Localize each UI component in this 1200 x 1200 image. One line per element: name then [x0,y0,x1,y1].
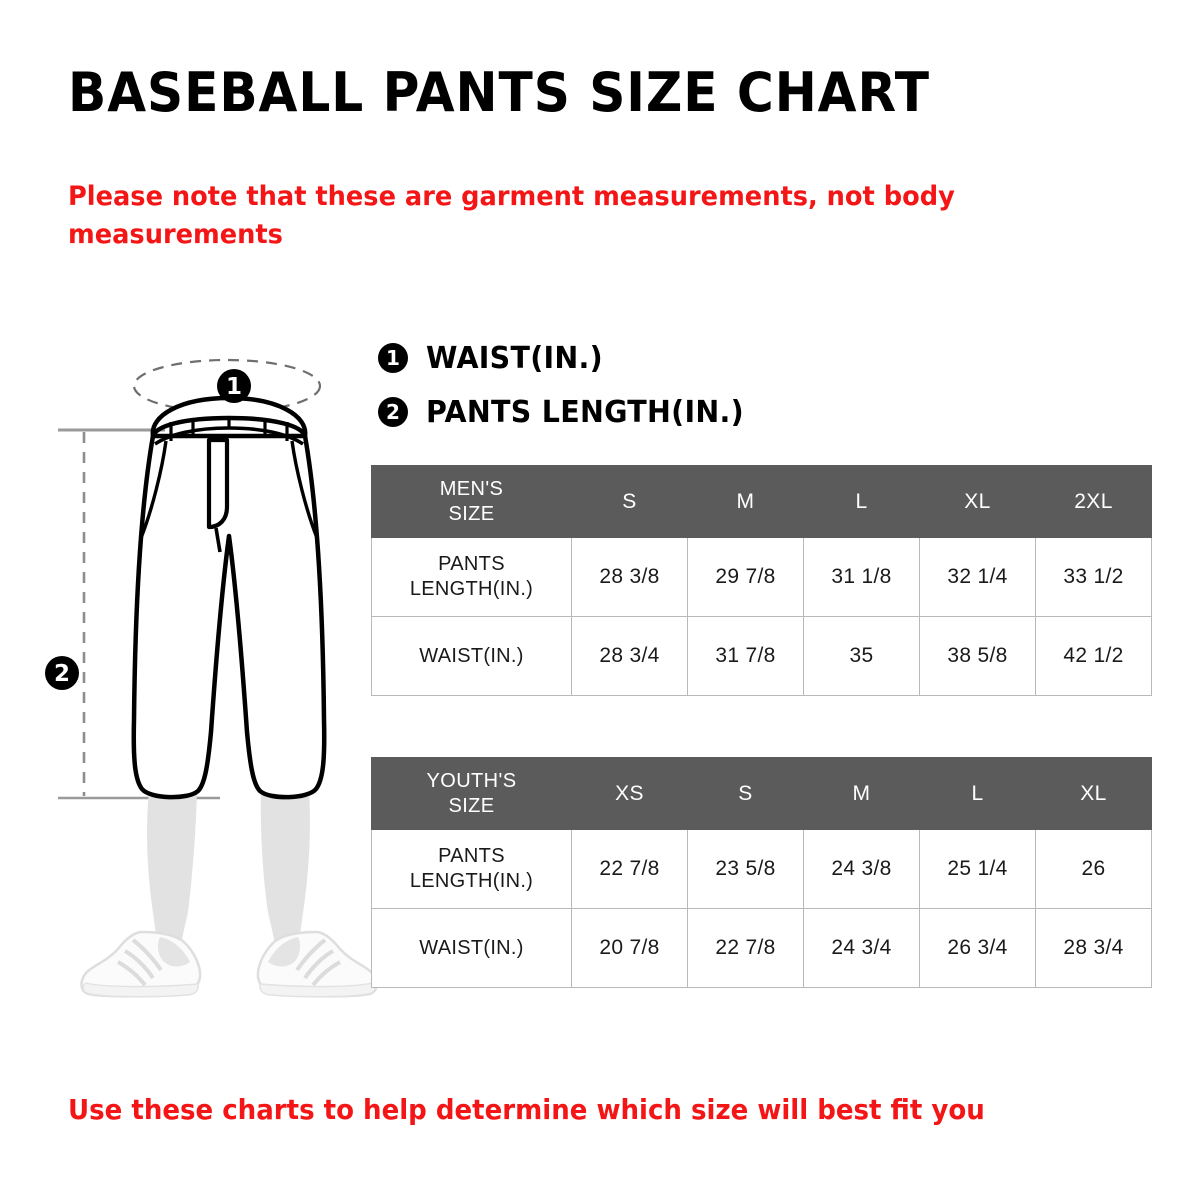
table-cell: 20 7/8 [571,908,688,988]
row-header-waist: WAIST(IN.) [371,616,572,696]
youths-size-header-line2: SIZE [448,794,495,817]
table-cell: 26 [1035,829,1152,909]
sneaker-icon [256,930,378,998]
circle-number-one-badge: 1 [378,343,408,373]
circle-number-two-badge [45,656,79,690]
table-cell: 38 5/8 [919,616,1036,696]
column-header-size: M [803,757,920,830]
column-header-size: S [687,757,804,830]
table-cell: 25 1/4 [919,829,1036,909]
table-row: WAIST(IN.) 28 3/4 31 7/8 35 38 5/8 42 1/… [371,616,1152,696]
table-cell: 24 3/4 [803,908,920,988]
table-header-row: MEN'S SIZE S M L XL 2XL [371,465,1152,538]
sock-icon [260,790,310,948]
table-row: PANTS LENGTH(IN.) 28 3/8 29 7/8 31 1/8 3… [371,537,1152,617]
circle-number-one-badge [217,369,251,403]
table-cell: 26 3/4 [919,908,1036,988]
table-cell: 28 3/4 [571,616,688,696]
table-cell: 42 1/2 [1035,616,1152,696]
youths-size-table: YOUTH'S SIZE XS S M L XL PANTS LENGTH(IN… [371,757,1152,988]
column-header-size: L [919,757,1036,830]
youths-size-header: YOUTH'S SIZE [371,757,572,830]
mens-size-header-line2: SIZE [448,502,495,525]
column-header-size: S [571,465,688,538]
circle-number-two-badge-label: 2 [54,661,70,687]
page-title: BASEBALL PANTS SIZE CHART [68,61,930,124]
mens-size-table: MEN'S SIZE S M L XL 2XL PANTS LENGTH(IN.… [371,465,1152,696]
table-cell: 31 7/8 [687,616,804,696]
baseball-pants-outline-icon [131,433,327,800]
table-cell: 22 7/8 [571,829,688,909]
mens-size-header-line1: MEN'S [439,477,504,500]
row-header-pants-length: PANTS LENGTH(IN.) [371,829,572,909]
table-cell: 28 3/4 [1035,908,1152,988]
sock-icon [147,790,197,948]
pants-pocket-seam [290,440,319,539]
pants-crotch-seam [214,527,222,553]
pants-pocket-seam [139,440,168,539]
legend-item-pants-length-label: PANTS LENGTH(IN.) [426,394,744,430]
table-cell: 29 7/8 [687,537,804,617]
column-header-size: L [803,465,920,538]
pants-fly-panel [206,437,230,530]
table-cell: 32 1/4 [919,537,1036,617]
legend-item-waist: 1 WAIST(IN.) [378,335,828,381]
column-header-size: M [687,465,804,538]
table-cell: 23 5/8 [687,829,804,909]
row-header-line1: PANTS [438,845,505,867]
table-cell: 35 [803,616,920,696]
sneaker-icon [80,930,202,998]
youths-size-header-line1: YOUTH'S [426,769,517,792]
row-header-line1: WAIST(IN.) [419,936,524,959]
circle-number-two-badge: 2 [378,397,408,427]
garment-measurement-note: Please note that these are garment measu… [68,181,955,250]
pants-waistband [150,395,308,439]
column-header-size: XS [571,757,688,830]
measurement-legend: 1 WAIST(IN.) 2 PANTS LENGTH(IN.) [378,335,828,443]
table-row: WAIST(IN.) 20 7/8 22 7/8 24 3/4 26 3/4 2… [371,908,1152,988]
legend-item-pants-length: 2 PANTS LENGTH(IN.) [378,389,828,435]
row-header-line2: LENGTH(IN.) [409,578,534,600]
table-cell: 31 1/8 [803,537,920,617]
table-row: PANTS LENGTH(IN.) 22 7/8 23 5/8 24 3/8 2… [371,829,1152,909]
row-header-line2: LENGTH(IN.) [409,870,534,892]
mens-size-header: MEN'S SIZE [371,465,572,538]
size-help-note: Use these charts to help determine which… [68,1093,985,1126]
row-header-line1: PANTS [438,553,505,575]
table-cell: 24 3/8 [803,829,920,909]
column-header-size: XL [1035,757,1152,830]
column-header-size: 2XL [1035,465,1152,538]
legend-item-waist-label: WAIST(IN.) [426,340,603,376]
row-header-waist: WAIST(IN.) [371,908,572,988]
row-header-line1: WAIST(IN.) [419,644,524,667]
table-cell: 22 7/8 [687,908,804,988]
table-header-row: YOUTH'S SIZE XS S M L XL [371,757,1152,830]
table-cell: 33 1/2 [1035,537,1152,617]
row-header-pants-length: PANTS LENGTH(IN.) [371,537,572,617]
table-cell: 28 3/8 [571,537,688,617]
baseball-pants-illustration: 1 2 [30,340,380,1000]
circle-number-one-badge-label: 1 [226,374,242,400]
column-header-size: XL [919,465,1036,538]
